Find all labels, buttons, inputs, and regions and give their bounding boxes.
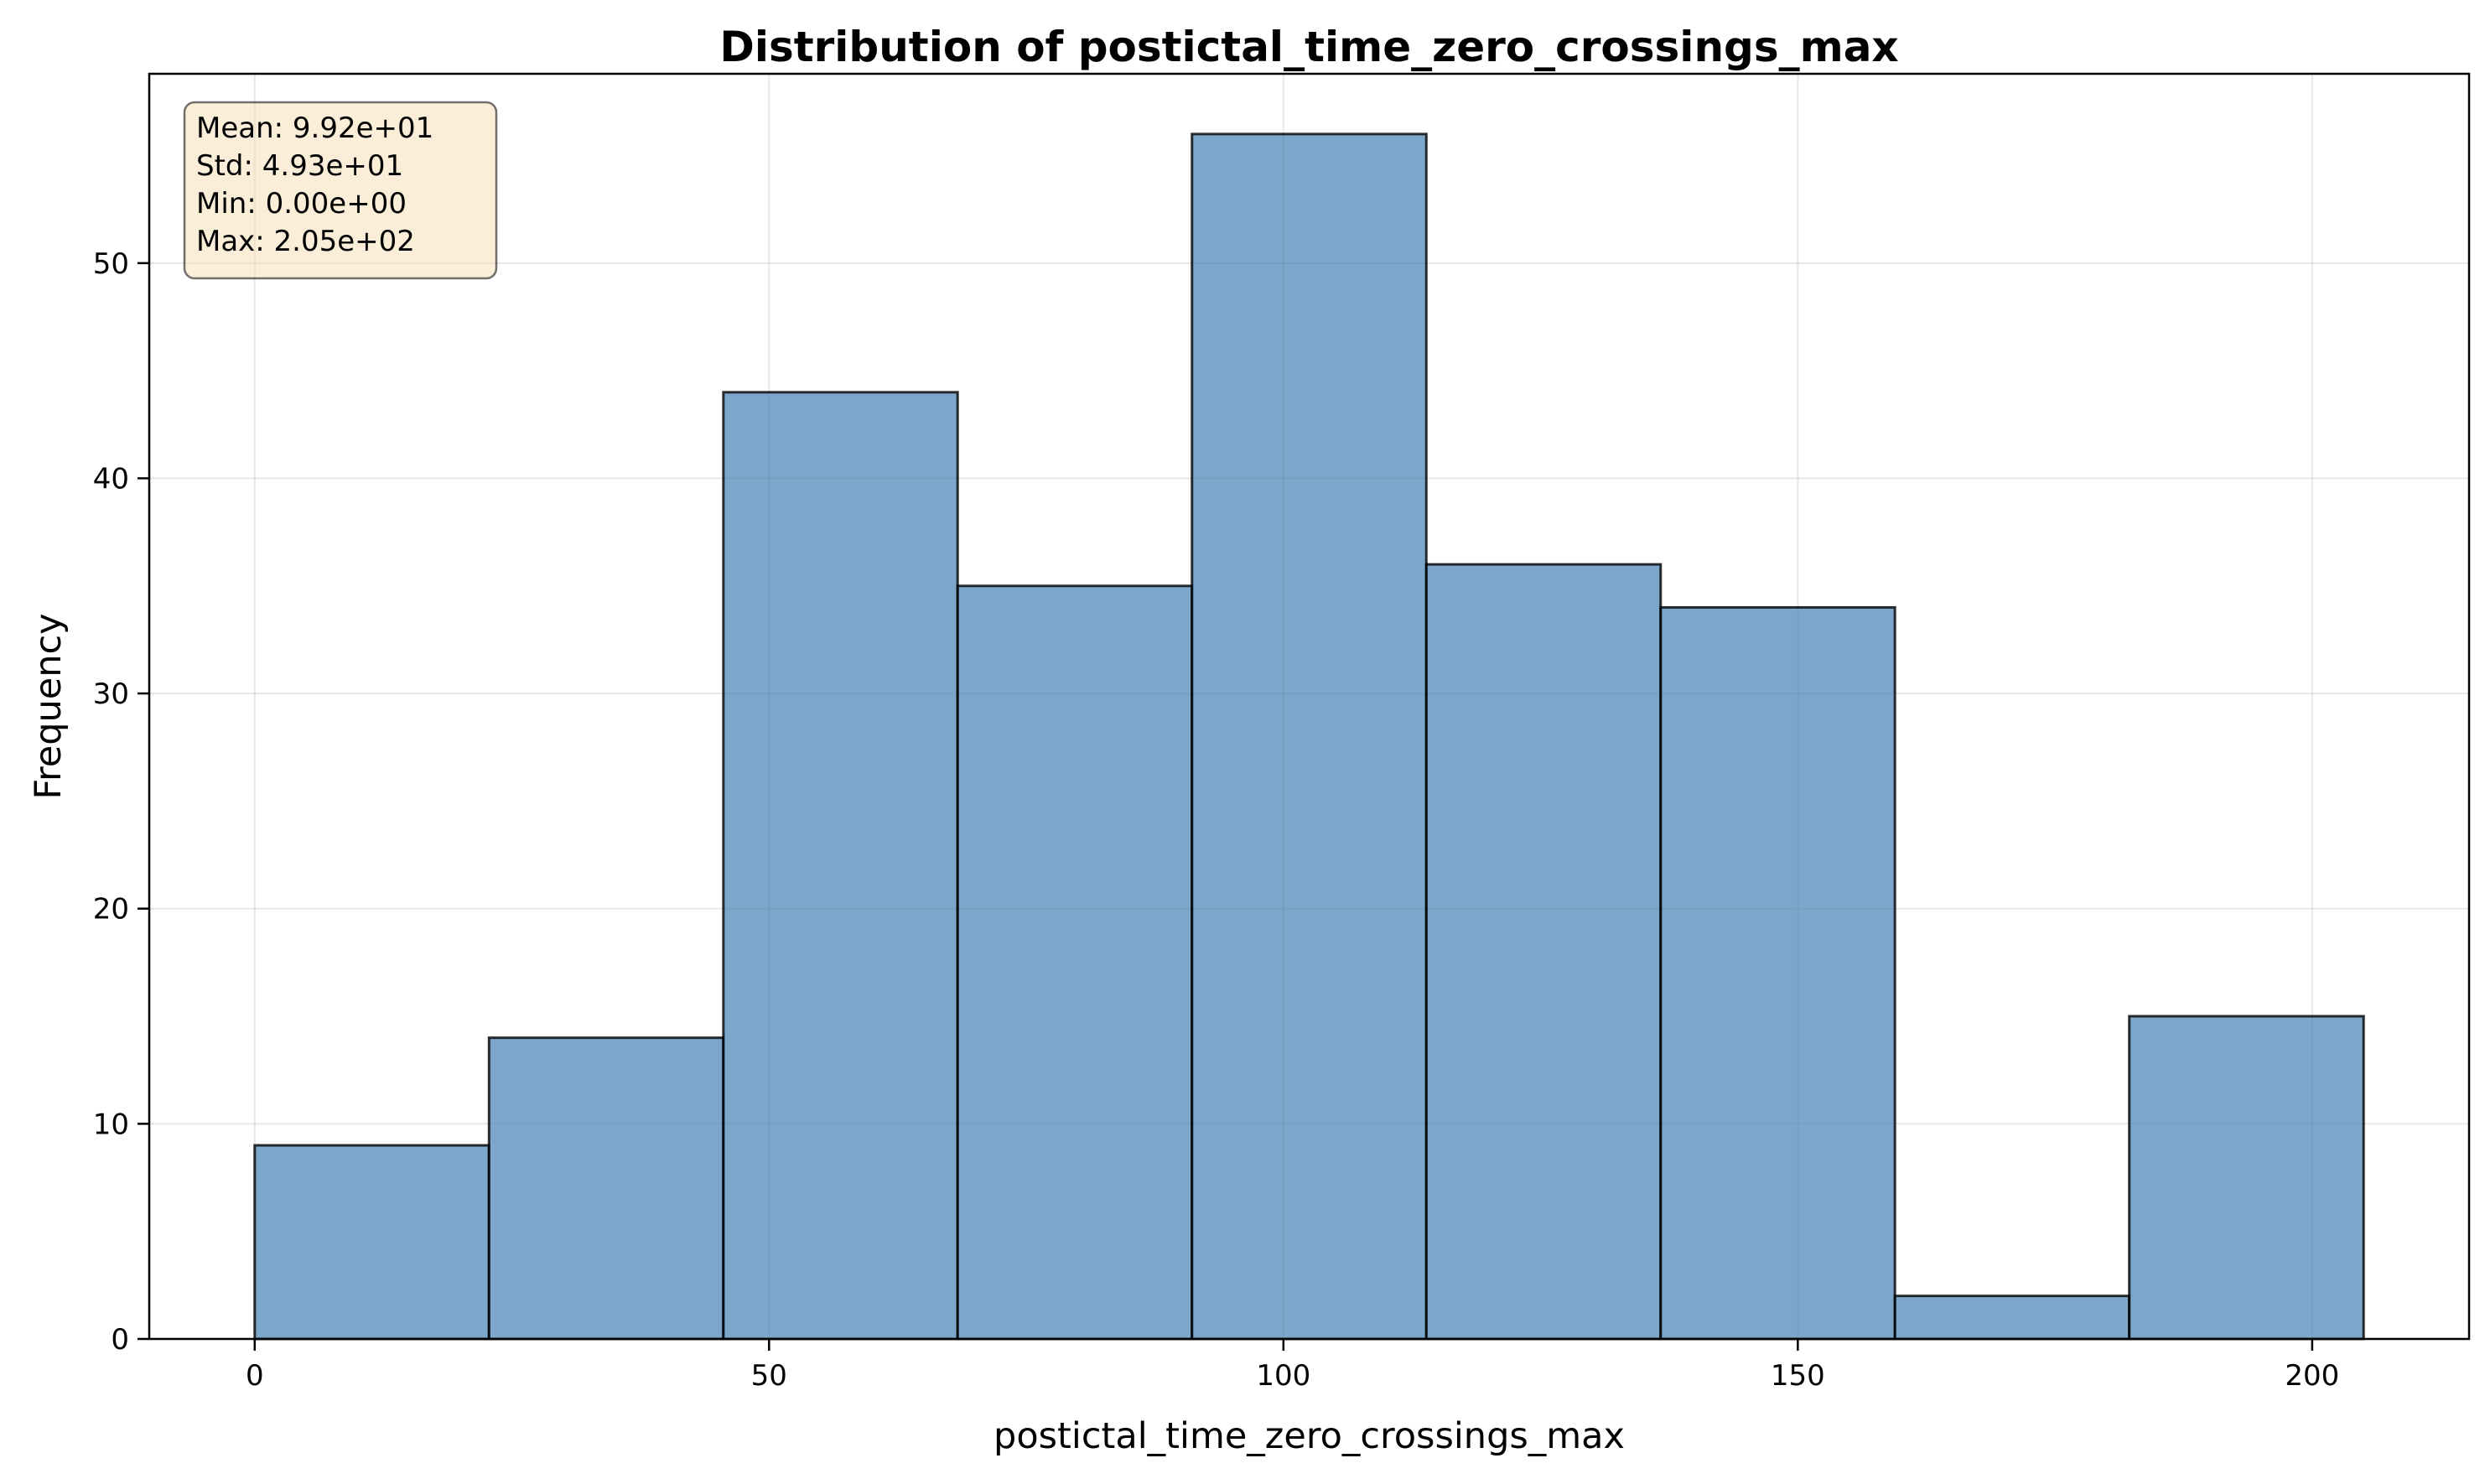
y-axis-title: Frequency — [28, 613, 70, 799]
histogram-bar — [956, 584, 1194, 1341]
x-axis-title: postictal_time_zero_crossings_max — [993, 1415, 1625, 1457]
plot-frame — [148, 72, 2471, 1341]
ticks-layer: 0 50 100 150 200 0 10 20 30 40 50 — [93, 247, 2340, 1393]
histogram-bar — [2128, 1014, 2365, 1341]
x-tick-label: 50 — [751, 1359, 787, 1393]
histogram-bar — [722, 391, 959, 1341]
stats-max-text: Max: 2.05e+02 — [196, 225, 415, 258]
histogram-bar — [1893, 1295, 2131, 1341]
histogram-bar — [1659, 605, 1896, 1341]
histogram-bar — [1191, 132, 1428, 1341]
stats-mean-text: Mean: 9.92e+01 — [196, 112, 433, 145]
x-tick-label: 150 — [1771, 1359, 1825, 1393]
y-tick-label: 40 — [93, 462, 129, 496]
x-tick-label: 200 — [2285, 1359, 2339, 1393]
y-tick-label: 10 — [93, 1108, 129, 1141]
stats-box: Mean: 9.92e+01 Std: 4.93e+01 Min: 0.00e+… — [183, 101, 498, 280]
histogram-bar — [1424, 563, 1663, 1341]
histogram-bar — [253, 1144, 490, 1341]
histogram-bar — [487, 1036, 725, 1341]
chart-title: Distribution of postictal_time_zero_cros… — [719, 23, 1898, 71]
y-tick-label: 20 — [93, 893, 129, 926]
stats-std-text: Std: 4.93e+01 — [196, 149, 403, 183]
y-tick-label: 0 — [111, 1323, 129, 1357]
y-tick-label: 30 — [93, 677, 129, 711]
stats-min-text: Min: 0.00e+00 — [196, 187, 407, 221]
x-tick-label: 0 — [246, 1359, 264, 1393]
y-tick-label: 50 — [93, 247, 129, 281]
x-tick-label: 100 — [1256, 1359, 1310, 1393]
stats-box-background — [183, 101, 498, 280]
bars-layer — [253, 132, 2365, 1341]
